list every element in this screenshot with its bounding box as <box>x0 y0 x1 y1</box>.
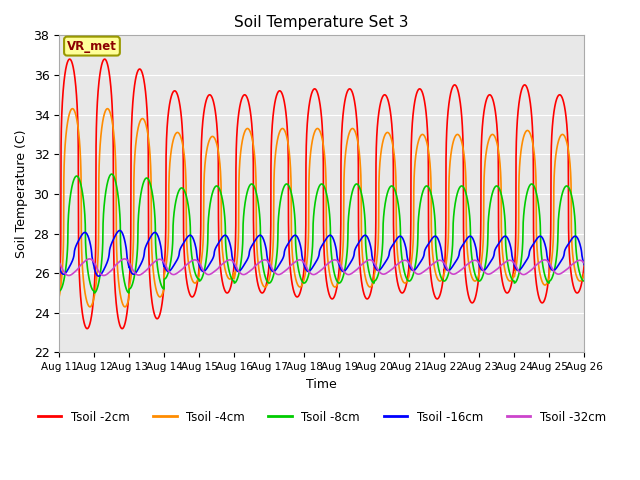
Tsoil -16cm <box>531 240 538 245</box>
Title: Soil Temperature Set 3: Soil Temperature Set 3 <box>234 15 409 30</box>
Tsoil -2cm <box>373 131 381 137</box>
Tsoil -32cm <box>168 271 176 277</box>
Tsoil -2cm <box>580 262 588 267</box>
Tsoil -2cm <box>382 93 390 98</box>
Line: Tsoil -4cm: Tsoil -4cm <box>59 108 584 307</box>
Line: Tsoil -8cm: Tsoil -8cm <box>59 174 584 293</box>
Text: VR_met: VR_met <box>67 40 117 53</box>
Tsoil -8cm <box>202 258 210 264</box>
Tsoil -4cm <box>580 271 588 277</box>
Tsoil -8cm <box>531 184 538 190</box>
Tsoil -2cm <box>168 92 176 97</box>
Tsoil -4cm <box>168 144 176 149</box>
Legend: Tsoil -2cm, Tsoil -4cm, Tsoil -8cm, Tsoil -16cm, Tsoil -32cm: Tsoil -2cm, Tsoil -4cm, Tsoil -8cm, Tsoi… <box>33 406 611 428</box>
Tsoil -16cm <box>55 264 63 270</box>
Tsoil -32cm <box>121 256 129 262</box>
Tsoil -8cm <box>580 278 588 284</box>
Tsoil -32cm <box>55 260 63 265</box>
Tsoil -4cm <box>580 271 588 276</box>
Tsoil -2cm <box>83 326 91 332</box>
Tsoil -2cm <box>580 264 588 269</box>
Tsoil -16cm <box>168 265 176 271</box>
Tsoil -8cm <box>373 276 381 281</box>
Tsoil -4cm <box>382 131 390 136</box>
Tsoil -32cm <box>202 271 210 276</box>
Tsoil -32cm <box>382 271 390 276</box>
Tsoil -4cm <box>55 294 63 300</box>
Tsoil -8cm <box>55 288 63 294</box>
Tsoil -16cm <box>116 228 124 233</box>
Tsoil -32cm <box>531 264 538 269</box>
Tsoil -16cm <box>382 258 390 264</box>
Tsoil -4cm <box>104 106 111 111</box>
Tsoil -2cm <box>55 288 63 293</box>
Line: Tsoil -2cm: Tsoil -2cm <box>59 59 584 329</box>
Tsoil -16cm <box>95 273 102 279</box>
Tsoil -4cm <box>531 154 538 159</box>
Tsoil -8cm <box>580 278 588 284</box>
Tsoil -16cm <box>202 266 210 272</box>
Tsoil -2cm <box>66 56 74 62</box>
Tsoil -32cm <box>100 273 108 278</box>
Tsoil -16cm <box>373 267 381 273</box>
Line: Tsoil -16cm: Tsoil -16cm <box>59 230 584 276</box>
Tsoil -8cm <box>168 250 176 255</box>
Tsoil -8cm <box>382 196 390 202</box>
Line: Tsoil -32cm: Tsoil -32cm <box>59 259 584 276</box>
Tsoil -4cm <box>373 257 381 263</box>
Tsoil -32cm <box>373 265 381 271</box>
Tsoil -32cm <box>580 260 588 266</box>
Tsoil -2cm <box>202 98 210 104</box>
Tsoil -32cm <box>580 260 588 266</box>
Tsoil -8cm <box>90 290 98 296</box>
Tsoil -4cm <box>121 304 129 310</box>
Tsoil -16cm <box>580 261 588 267</box>
Tsoil -8cm <box>108 171 115 177</box>
Y-axis label: Soil Temperature (C): Soil Temperature (C) <box>15 130 28 258</box>
X-axis label: Time: Time <box>307 378 337 391</box>
Tsoil -4cm <box>202 152 210 158</box>
Tsoil -2cm <box>531 260 538 266</box>
Tsoil -16cm <box>580 262 588 267</box>
